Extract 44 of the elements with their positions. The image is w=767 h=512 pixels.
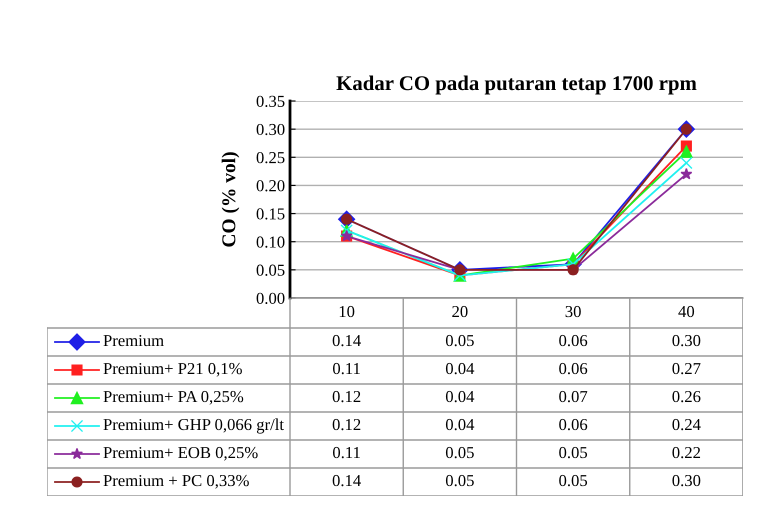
x-tick-label: 20 bbox=[452, 306, 468, 318]
x-tick-label: 10 bbox=[340, 306, 354, 318]
data-label: 0.04 bbox=[446, 362, 474, 374]
data-label: 0.12 bbox=[332, 418, 360, 430]
data-label: 0.24 bbox=[672, 418, 701, 430]
data-label: 0.11 bbox=[332, 446, 360, 458]
legend-label: Premium+ EOB 0,25% bbox=[103, 446, 258, 461]
data-label: 0.30 bbox=[672, 474, 700, 486]
y-tick-label: 0.35 bbox=[256, 96, 284, 108]
data-label: 0.26 bbox=[672, 390, 700, 402]
data-label: 0.07 bbox=[559, 390, 588, 402]
legend-label: Premium+ GHP 0,066 gr/lt bbox=[103, 418, 284, 434]
legend-label: Premium bbox=[103, 334, 164, 346]
data-label: 0.14 bbox=[332, 334, 361, 346]
x-tick-label: 40 bbox=[678, 306, 694, 318]
data-label: 0.05 bbox=[559, 474, 588, 486]
data-label: 0.05 bbox=[446, 334, 474, 346]
data-label: 0.12 bbox=[332, 390, 360, 402]
data-label: 0.30 bbox=[672, 334, 700, 346]
y-tick-label: 0.25 bbox=[256, 152, 284, 164]
data-label: 0.06 bbox=[559, 362, 588, 374]
data-label: 0.04 bbox=[446, 390, 474, 402]
data-label: 0.05 bbox=[559, 446, 588, 458]
y-tick-label: 0.15 bbox=[256, 208, 284, 220]
legend-label: Premium+ P21 0,1% bbox=[103, 362, 242, 377]
chart-title: Kadar CO pada putaran tetap 1700 rpm bbox=[336, 76, 697, 94]
y-tick-label: 0.05 bbox=[256, 264, 284, 276]
data-label: 0.14 bbox=[332, 474, 361, 486]
data-label: 0.05 bbox=[446, 446, 474, 458]
data-label: 0.04 bbox=[446, 418, 474, 430]
legend-label: Premium+ PA 0,25% bbox=[103, 390, 244, 405]
data-label: 0.06 bbox=[559, 334, 588, 346]
data-label: 0.06 bbox=[559, 418, 588, 430]
data-label: 0.11 bbox=[332, 362, 360, 374]
data-label: 0.22 bbox=[672, 446, 700, 458]
y-tick-label: 0.20 bbox=[256, 180, 285, 192]
y-tick-label: 0.10 bbox=[256, 236, 285, 248]
x-tick-label: 30 bbox=[566, 306, 581, 318]
y-tick-label: 0.30 bbox=[256, 124, 285, 136]
legend-label: Premium + PC 0,33% bbox=[103, 474, 249, 489]
y-axis-title: CO (% vol) bbox=[222, 152, 240, 247]
y-tick-label: 0.00 bbox=[256, 292, 285, 304]
data-label: 0.27 bbox=[672, 362, 700, 374]
data-label: 0.05 bbox=[446, 474, 474, 486]
